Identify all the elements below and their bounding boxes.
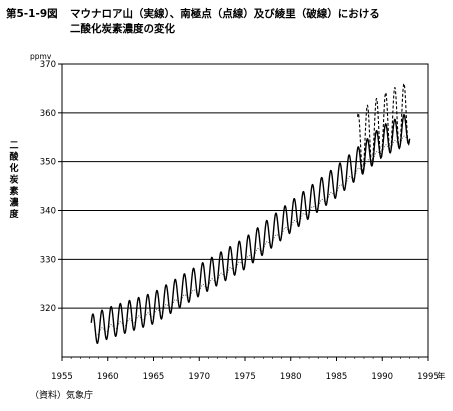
x-tick-label-1965: 1965 <box>143 372 165 382</box>
chart-title-line-2: 二酸化炭素濃度の変化 <box>70 23 175 35</box>
y-tick-label-330: 330 <box>40 255 56 265</box>
x-axis: 1955 1960 1965 1970 1975 1980 1985 1990 1995 <box>51 357 439 382</box>
series-group <box>90 83 411 345</box>
y-axis-label-char: 化 <box>9 162 18 174</box>
y-axis-label-char: 素 <box>9 185 18 197</box>
y-axis-label-char: 濃 <box>9 197 19 209</box>
y-tick-label-340: 340 <box>40 207 56 217</box>
y-axis-label-char: 二 <box>9 141 18 151</box>
source-note: （資料）気象庁 <box>30 391 94 401</box>
x-tick-label-1955: 1955 <box>51 372 73 382</box>
y-tick-label-320: 320 <box>40 304 56 314</box>
figure-number: 第5-1-9図 <box>6 8 58 20</box>
x-tick-label-1970: 1970 <box>188 372 210 382</box>
x-tick-label-1980: 1980 <box>280 372 302 382</box>
x-tick-label-1975: 1975 <box>234 372 256 382</box>
x-tick-label-1985: 1985 <box>326 372 348 382</box>
y-axis-label-char: 度 <box>9 208 19 220</box>
y-axis-label-char: 酸 <box>9 151 19 163</box>
y-axis-label: 二酸化炭素濃度 <box>9 141 19 220</box>
grid-lines <box>62 63 428 309</box>
y-axis: 320 330 340 350 360 370 <box>40 60 62 314</box>
series-line-3 <box>356 83 410 173</box>
y-axis-label-char: 炭 <box>9 174 18 186</box>
y-axis-unit: ppmv <box>30 52 52 61</box>
y-tick-label-360: 360 <box>40 109 56 119</box>
x-axis-unit: 年 <box>437 371 446 382</box>
y-tick-label-350: 350 <box>40 158 56 168</box>
x-tick-label-1990: 1990 <box>371 372 393 382</box>
y-tick-label-370: 370 <box>40 60 56 70</box>
series-line-1 <box>90 114 411 345</box>
x-tick-label-1960: 1960 <box>97 372 119 382</box>
chart-title-line-1: マウナロア山（実線）、南極点（点線）及び綾里（破線）における <box>70 8 380 20</box>
x-tick-label-1995: 1995 <box>417 372 439 382</box>
series-line-2 <box>97 135 410 336</box>
